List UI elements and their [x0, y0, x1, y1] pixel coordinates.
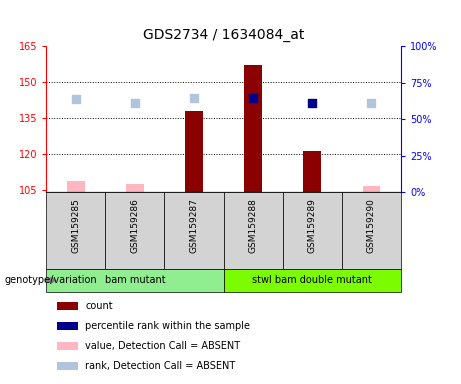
- Point: [308, 101, 316, 107]
- Bar: [165, 192, 224, 269]
- Bar: [342, 192, 401, 269]
- Text: rank, Detection Call = ABSENT: rank, Detection Call = ABSENT: [85, 361, 236, 371]
- Bar: [224, 192, 283, 269]
- Point: [249, 94, 257, 101]
- Bar: [185, 111, 203, 192]
- Point: [131, 101, 138, 107]
- Bar: [67, 181, 84, 192]
- Text: GSM159287: GSM159287: [189, 198, 199, 253]
- Bar: [126, 184, 144, 192]
- Bar: [185, 111, 203, 192]
- Bar: [224, 269, 401, 292]
- Text: GSM159286: GSM159286: [130, 198, 139, 253]
- Text: stwl bam double mutant: stwl bam double mutant: [252, 275, 372, 285]
- Bar: [57, 342, 78, 350]
- Text: GSM159290: GSM159290: [367, 198, 376, 253]
- Bar: [105, 192, 165, 269]
- Text: GSM159285: GSM159285: [71, 198, 80, 253]
- Text: bam mutant: bam mutant: [105, 275, 165, 285]
- Text: GSM159289: GSM159289: [308, 198, 317, 253]
- Point: [72, 96, 79, 102]
- Text: value, Detection Call = ABSENT: value, Detection Call = ABSENT: [85, 341, 240, 351]
- Title: GDS2734 / 1634084_at: GDS2734 / 1634084_at: [143, 28, 304, 42]
- Text: genotype/variation: genotype/variation: [5, 275, 97, 285]
- Point: [190, 94, 198, 101]
- Bar: [57, 322, 78, 330]
- Text: count: count: [85, 301, 113, 311]
- Bar: [46, 192, 105, 269]
- Bar: [244, 65, 262, 192]
- Text: percentile rank within the sample: percentile rank within the sample: [85, 321, 250, 331]
- Bar: [363, 186, 380, 192]
- Bar: [283, 192, 342, 269]
- Bar: [57, 302, 78, 310]
- Bar: [303, 151, 321, 192]
- Bar: [46, 269, 224, 292]
- Point: [368, 101, 375, 107]
- Text: GSM159288: GSM159288: [248, 198, 258, 253]
- Bar: [57, 362, 78, 371]
